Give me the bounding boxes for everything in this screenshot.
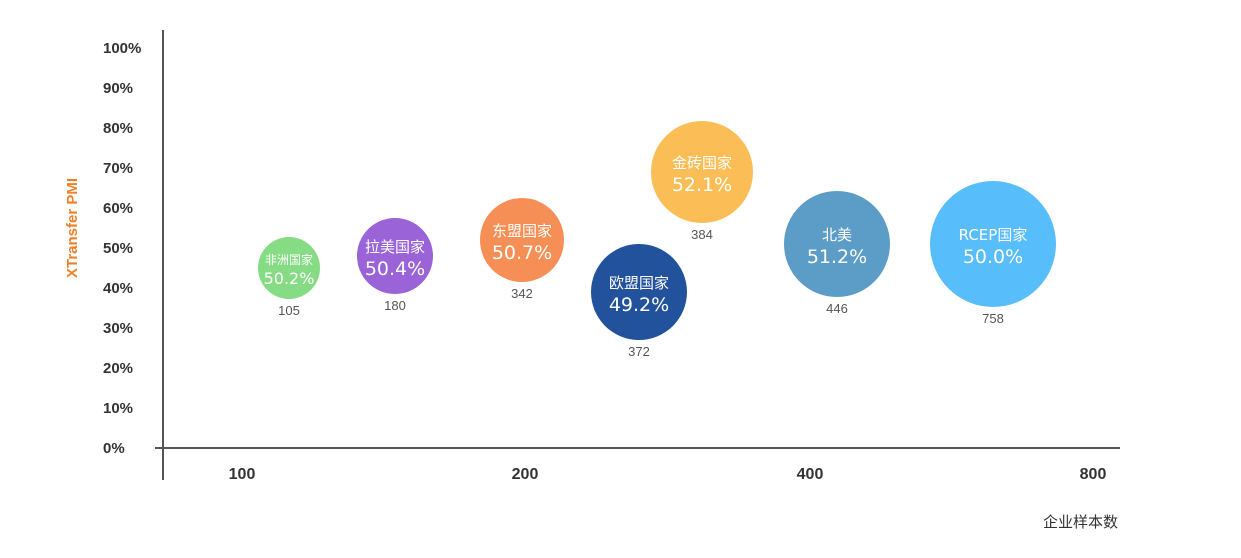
bubble: RCEP国家 50.0% 758: [930, 181, 1056, 326]
x-tick-label: 400: [797, 466, 824, 483]
bubble-value: 50.7%: [492, 242, 552, 264]
axes: 0% 10% 20% 30% 40% 50% 60% 70% 80% 90% 100% 100 200 4…: [103, 30, 1120, 483]
x-tick-label: 200: [512, 466, 539, 483]
bubble-name: 非洲国家: [265, 252, 313, 267]
bubble-value: 50.4%: [365, 258, 425, 280]
y-tick-label: 100%: [103, 40, 141, 57]
bubble: 金砖国家 52.1% 384: [651, 121, 753, 242]
x-tick-label: 100: [229, 466, 256, 483]
bubble: 欧盟国家 49.2% 372: [591, 244, 687, 359]
bubble-count: 446: [826, 301, 848, 316]
bubble-value: 50.0%: [963, 246, 1023, 268]
bubble: 北美 51.2% 446: [784, 191, 890, 316]
y-tick-label: 30%: [103, 320, 133, 337]
bubble-value: 51.2%: [807, 246, 867, 268]
y-tick-label: 70%: [103, 160, 133, 177]
bubble-circle: [784, 191, 890, 297]
y-tick-label: 10%: [103, 400, 133, 417]
bubble-count: 342: [511, 286, 533, 301]
bubble-circle: [480, 198, 564, 282]
bubble-count: 384: [691, 227, 713, 242]
bubble-circle: [591, 244, 687, 340]
bubbles: 非洲国家 50.2% 105 拉美国家 50.4% 180 东盟国家 50.7% 342 欧盟国家…: [258, 121, 1056, 359]
bubble-name: 拉美国家: [365, 238, 425, 256]
bubble-value: 49.2%: [609, 294, 669, 316]
bubble-circle: [258, 237, 320, 299]
y-tick-label: 90%: [103, 80, 133, 97]
bubble-name: 东盟国家: [492, 222, 552, 240]
bubble-name: RCEP国家: [959, 226, 1028, 244]
x-tick-label: 800: [1080, 466, 1107, 483]
bubble-count: 758: [982, 311, 1004, 326]
bubble-value: 52.1%: [672, 174, 732, 196]
bubble-circle: [357, 218, 433, 294]
y-tick-label: 80%: [103, 120, 133, 137]
bubble-circle: [930, 181, 1056, 307]
bubble-circle: [651, 121, 753, 223]
y-tick-label: 20%: [103, 360, 133, 377]
bubble: 拉美国家 50.4% 180: [357, 218, 433, 313]
y-tick-label: 60%: [103, 200, 133, 217]
y-tick-label: 50%: [103, 240, 133, 257]
bubble-name: 金砖国家: [672, 154, 732, 172]
bubble-count: 105: [278, 303, 300, 318]
bubble: 非洲国家 50.2% 105: [258, 237, 320, 318]
bubble-value: 50.2%: [264, 269, 315, 288]
bubble-name: 北美: [822, 226, 852, 244]
y-axis-label: XTransfer PMI: [64, 178, 81, 278]
y-tick-label: 0%: [103, 440, 125, 457]
bubble-count: 372: [628, 344, 650, 359]
bubble-name: 欧盟国家: [609, 274, 669, 292]
bubble: 东盟国家 50.7% 342: [480, 198, 564, 301]
bubble-count: 180: [384, 298, 406, 313]
x-axis-label: 企业样本数: [1043, 513, 1118, 531]
y-tick-label: 40%: [103, 280, 133, 297]
